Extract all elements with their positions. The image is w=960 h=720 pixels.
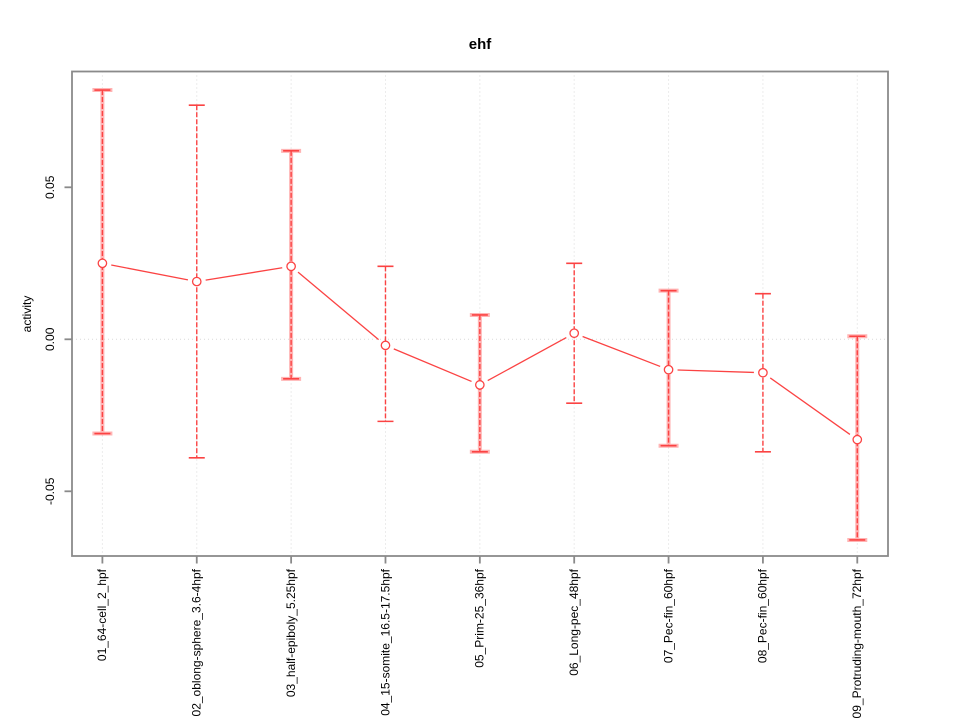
data-point: [191, 276, 202, 287]
x-tick-label: 09_Protruding-mouth_72hpf: [850, 568, 864, 718]
x-tick-label: 02_oblong-sphere_3.6-4hpf: [190, 568, 204, 716]
x-tick-label: 04_15-somite_16.5-17.5hpf: [378, 568, 392, 715]
data-point: [286, 261, 296, 272]
x-tick-label: 07_Pec-fin_60hpf: [661, 568, 675, 663]
series-segment: [677, 369, 754, 374]
data-point: [474, 380, 485, 390]
y-tick-label: 0.00: [43, 327, 57, 351]
series-segment: [297, 271, 379, 341]
y-tick-label: 0.05: [43, 175, 57, 199]
x-tick-label: 03_half-epiboly_5.25hpf: [284, 568, 298, 697]
series-segment: [769, 377, 851, 435]
data-point: [97, 258, 108, 269]
data-point: [380, 340, 391, 351]
x-tick-label: 05_Prim-25_36hpf: [473, 568, 487, 667]
y-tick-label: -0.05: [43, 477, 57, 505]
data-point: [758, 367, 768, 378]
series-segment: [393, 348, 472, 383]
chart-title: ehf: [468, 36, 492, 53]
x-tick-label: 08_Pec-fin_60hpf: [756, 568, 770, 663]
y-axis-label: activity: [20, 295, 34, 333]
series-segment: [205, 267, 283, 281]
series-segment: [582, 335, 661, 368]
x-tick-label: 06_Long-pec_48hpf: [567, 568, 581, 675]
x-tick-label: 01_64-cell_2_hpf: [95, 568, 109, 661]
series-segment: [111, 264, 189, 281]
series-segment: [487, 336, 567, 382]
data-point: [569, 328, 580, 339]
data-point: [663, 364, 674, 375]
data-point: [852, 434, 863, 445]
